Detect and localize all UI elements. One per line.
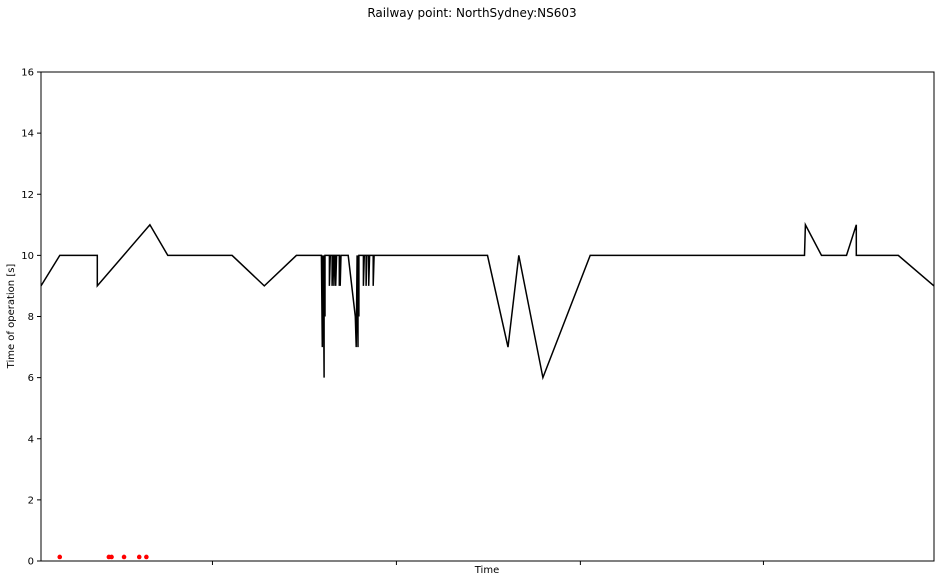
y-tick-label: 4 bbox=[28, 434, 34, 445]
marker-point bbox=[121, 554, 127, 560]
y-axis: 0 2 4 6 8 10 12 14 16 bbox=[21, 68, 41, 568]
y-tick-label: 2 bbox=[28, 495, 34, 506]
chart-title: Railway point: NorthSydney:NS603 bbox=[367, 6, 576, 20]
operation-time-line bbox=[40, 221, 935, 381]
x-axis bbox=[211, 561, 764, 565]
y-tick-label: 0 bbox=[28, 557, 34, 568]
x-axis-label: Time bbox=[474, 565, 499, 576]
y-tick-label: 10 bbox=[21, 251, 34, 262]
plot-frame bbox=[40, 71, 935, 562]
y-axis-label: Time of operation [s] bbox=[6, 264, 17, 370]
y-tick-label: 8 bbox=[28, 312, 34, 323]
marker-point bbox=[136, 554, 142, 560]
marker-point bbox=[57, 554, 63, 560]
marker-point bbox=[109, 554, 114, 560]
marker-point bbox=[144, 554, 149, 560]
y-tick-label: 12 bbox=[21, 190, 34, 201]
y-tick-label: 14 bbox=[21, 129, 34, 140]
series-layer bbox=[40, 221, 935, 560]
y-tick-label: 16 bbox=[21, 68, 34, 79]
y-tick-label: 6 bbox=[28, 373, 34, 384]
